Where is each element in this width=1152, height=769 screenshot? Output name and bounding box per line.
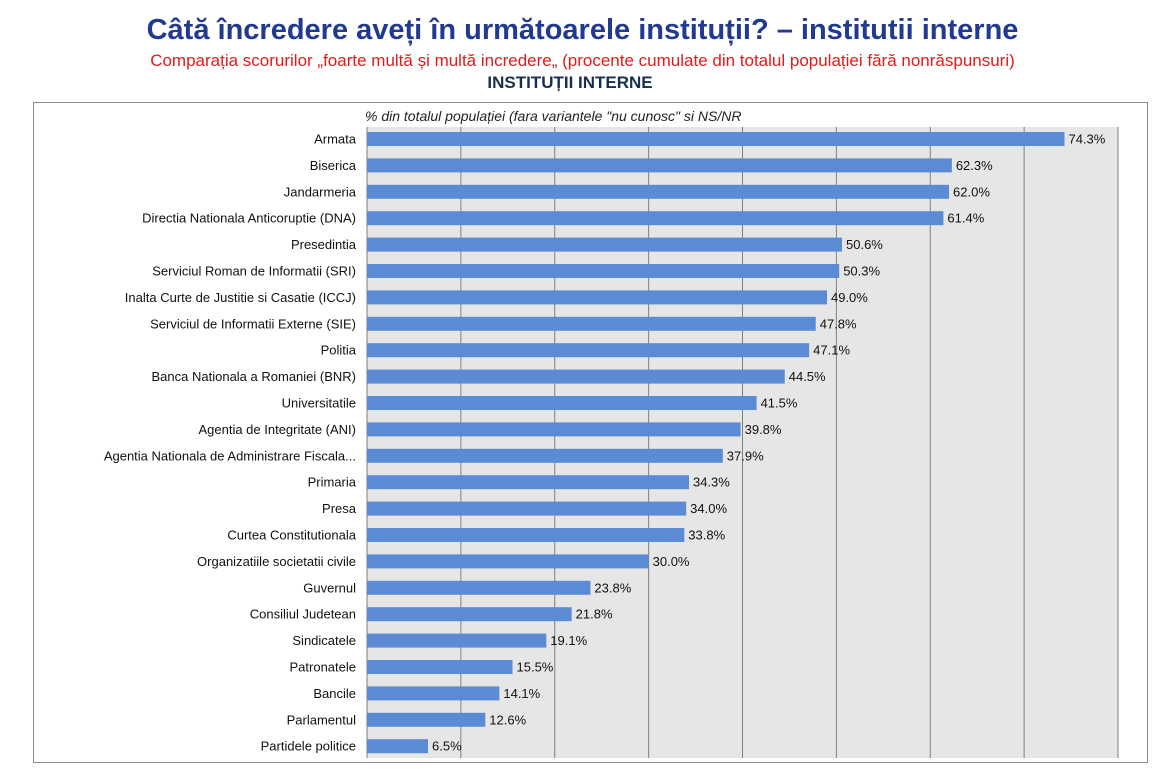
bar xyxy=(367,290,827,305)
category-label: Inalta Curte de Justitie si Casatie (ICC… xyxy=(125,290,356,305)
bar xyxy=(367,712,486,727)
value-label: 6.5% xyxy=(432,739,462,754)
bar xyxy=(367,554,649,569)
bar xyxy=(367,132,1065,146)
category-label: Banca Nationala a Romaniei (BNR) xyxy=(152,369,356,384)
bar xyxy=(367,422,741,437)
category-label: Parlamentul xyxy=(287,712,356,727)
value-label: 62.0% xyxy=(953,184,990,199)
value-label: 44.5% xyxy=(789,369,826,384)
value-label: 15.5% xyxy=(517,660,554,675)
bar xyxy=(367,475,689,490)
bar xyxy=(367,580,591,595)
bar xyxy=(367,686,500,701)
bar xyxy=(367,316,816,331)
bar xyxy=(367,448,723,463)
value-label: 47.1% xyxy=(813,343,850,358)
value-labels: 74.3% 62.3% 62.0% 61.4% 50.6% 50.3% 49.0% 47.8%… xyxy=(432,132,1106,754)
category-label: Organizatiile societatii civile xyxy=(197,554,356,569)
category-labels: Armata Biserica Jandarmeria Directia Nation… xyxy=(104,132,357,754)
category-label: Presa xyxy=(322,501,357,516)
value-label: 74.3% xyxy=(1068,132,1105,147)
category-label: Jandarmeria xyxy=(284,184,357,199)
category-label: Politia xyxy=(321,343,357,358)
bar xyxy=(367,158,952,173)
value-label: 37.9% xyxy=(727,448,764,463)
category-label: Biserica xyxy=(310,158,357,173)
value-label: 39.8% xyxy=(745,422,782,437)
grid-lines xyxy=(366,127,1119,758)
value-label: 34.0% xyxy=(690,501,727,516)
chart-title: Câtă încredere aveți în următoarele inst… xyxy=(146,14,1019,46)
bar xyxy=(367,739,429,754)
bar xyxy=(367,660,513,674)
bar xyxy=(367,501,687,516)
value-label: 47.8% xyxy=(820,316,857,331)
bar xyxy=(367,369,785,384)
bar xyxy=(367,211,944,226)
bar xyxy=(367,264,840,278)
value-label: 34.3% xyxy=(693,475,730,490)
category-label: Directia Nationala Anticoruptie (DNA) xyxy=(142,211,356,226)
value-label: 50.3% xyxy=(843,264,880,279)
bars xyxy=(367,132,1065,754)
category-label: Serviciul Roman de Informatii (SRI) xyxy=(152,264,356,279)
category-label: Sindicatele xyxy=(292,633,356,648)
value-label: 12.6% xyxy=(489,712,526,727)
value-label: 41.5% xyxy=(761,396,798,411)
value-label: 21.8% xyxy=(576,607,613,622)
category-label: Guvernul xyxy=(303,580,356,595)
category-label: Serviciul de Informatii Externe (SIE) xyxy=(150,316,356,331)
bar xyxy=(367,237,843,252)
value-label: 23.8% xyxy=(594,580,631,595)
category-label: Consiliul Judetean xyxy=(250,607,356,622)
value-label: 61.4% xyxy=(947,211,984,226)
category-label: Curtea Constitutionala xyxy=(227,528,356,543)
bar xyxy=(367,528,685,542)
category-label: Agentia de Integritate (ANI) xyxy=(198,422,356,437)
bar xyxy=(367,184,950,199)
value-label: 14.1% xyxy=(503,686,540,701)
value-label: 50.6% xyxy=(846,237,883,252)
value-label: 33.8% xyxy=(688,528,725,543)
chart-subtitle: Comparația scorurilor „foarte multă și m… xyxy=(150,51,1015,70)
category-label: Partidele politice xyxy=(261,739,356,754)
value-label: 62.3% xyxy=(956,158,993,173)
category-label: Primaria xyxy=(308,475,357,490)
section-label: INSTITUȚII INTERNE xyxy=(487,73,653,92)
value-label: 19.1% xyxy=(550,633,587,648)
category-label: Presedintia xyxy=(291,237,357,252)
bar xyxy=(367,343,810,358)
category-label: Armata xyxy=(314,132,357,147)
category-label: Universitatile xyxy=(282,396,356,411)
value-label: 30.0% xyxy=(653,554,690,569)
bar xyxy=(367,396,757,410)
axis-title: % din totalul populației (fara variantel… xyxy=(365,108,742,124)
category-label: Bancile xyxy=(313,686,356,701)
category-label: Agentia Nationala de Administrare Fiscal… xyxy=(104,448,356,463)
category-label: Patronatele xyxy=(290,660,357,675)
bar xyxy=(367,607,572,622)
bar xyxy=(367,633,547,648)
value-label: 49.0% xyxy=(831,290,868,305)
